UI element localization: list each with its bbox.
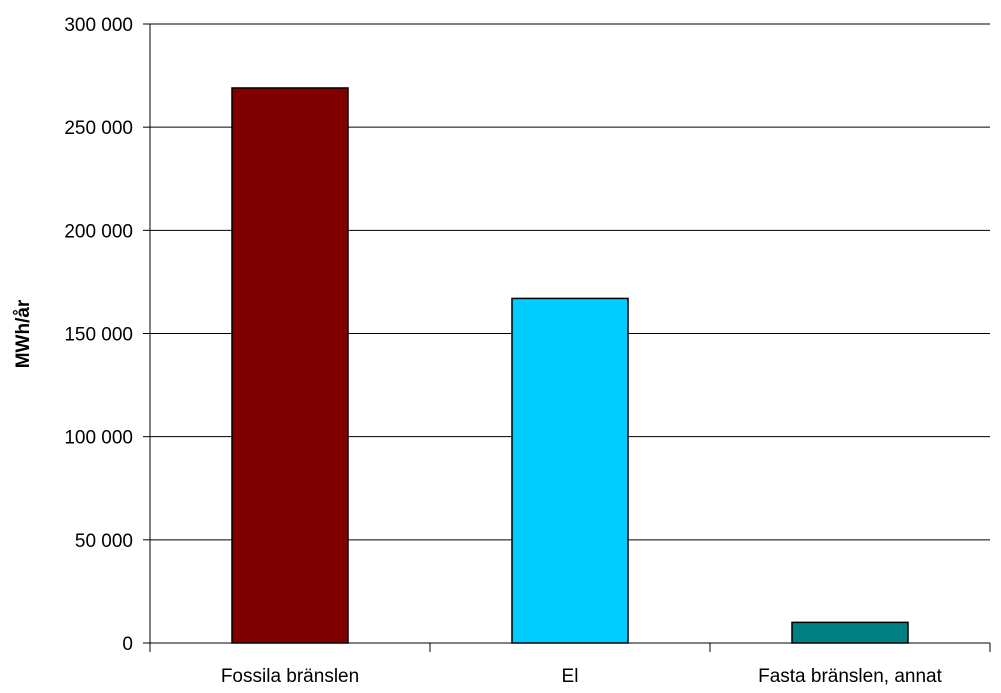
- y-tick-label: 50 000: [75, 531, 133, 552]
- y-axis-title: MWh/år: [13, 299, 34, 368]
- x-category-label: Fasta bränslen, annat: [758, 666, 943, 687]
- bar-3: [791, 621, 909, 644]
- y-tick-label: 100 000: [64, 428, 133, 449]
- bars: [231, 87, 909, 644]
- x-category-label: El: [562, 666, 579, 687]
- y-tick-label: 200 000: [64, 221, 133, 242]
- labels: 0 50 000 100 000 150 000 200 000 250 000 300 0…: [64, 15, 942, 687]
- y-tick-label: 250 000: [64, 118, 133, 139]
- axes: [143, 23, 991, 652]
- y-tick-label: 0: [122, 634, 133, 655]
- bar-1: [231, 87, 349, 644]
- y-tick-label: 300 000: [64, 15, 133, 36]
- bar-2: [511, 297, 629, 644]
- y-tick-label: 150 000: [64, 325, 133, 346]
- x-category-label: Fossila bränslen: [221, 666, 359, 687]
